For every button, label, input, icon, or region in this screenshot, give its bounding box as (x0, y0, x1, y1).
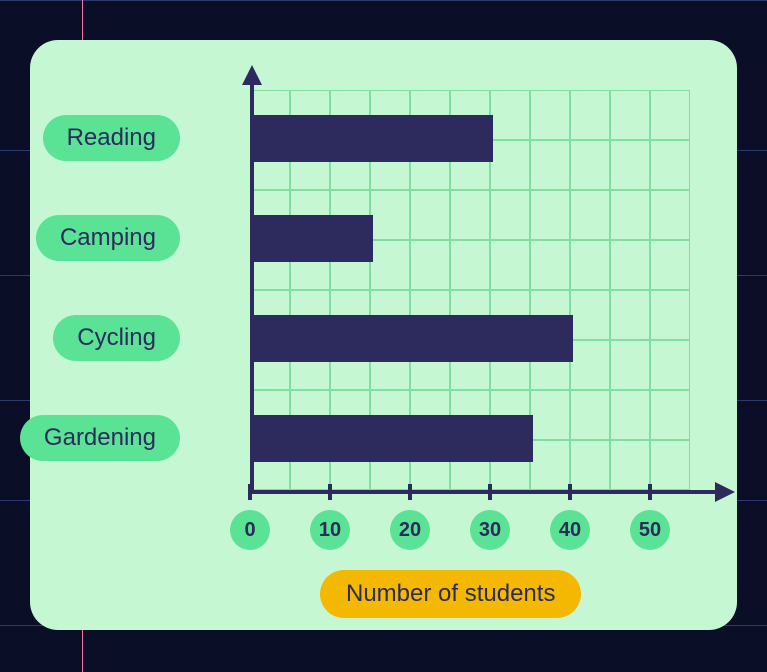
grid-cell (530, 390, 570, 440)
bar (253, 215, 373, 262)
x-tick-mark (488, 484, 492, 500)
grid-cell (450, 190, 490, 240)
grid-cell (650, 90, 690, 140)
grid-cell (570, 390, 610, 440)
x-tick-label: 50 (630, 510, 670, 550)
bar (253, 315, 573, 362)
grid-cell (530, 140, 570, 190)
x-tick-mark (248, 484, 252, 500)
grid-cell (530, 90, 570, 140)
grid-cell (450, 240, 490, 290)
x-tick-mark (568, 484, 572, 500)
grid-cell (410, 190, 450, 240)
grid-cell (650, 140, 690, 190)
grid-cell (370, 240, 410, 290)
chart-plot-area: 01020304050 (250, 90, 710, 490)
grid-cell (610, 90, 650, 140)
grid-cell (530, 190, 570, 240)
grid-cell (650, 390, 690, 440)
grid-cell (610, 340, 650, 390)
grid-cell (530, 240, 570, 290)
grid-cell (650, 340, 690, 390)
grid-cell (490, 190, 530, 240)
category-label-pill: Gardening (20, 415, 180, 461)
grid-cell (610, 390, 650, 440)
x-axis-arrow-icon (715, 482, 735, 502)
y-axis-arrow-icon (242, 65, 262, 85)
grid-cell (610, 140, 650, 190)
bg-horizontal-line (0, 0, 767, 1)
grid-cell (570, 90, 610, 140)
x-axis-title: Number of students (320, 570, 581, 618)
grid-cell (650, 440, 690, 490)
x-tick-label: 10 (310, 510, 350, 550)
grid-cell (410, 240, 450, 290)
category-label-pill: Cycling (53, 315, 180, 361)
grid-cell (570, 340, 610, 390)
grid-cell (610, 290, 650, 340)
grid-cell (570, 240, 610, 290)
x-tick-label: 40 (550, 510, 590, 550)
grid-cell (570, 290, 610, 340)
x-tick-label: 20 (390, 510, 430, 550)
grid-cell (650, 240, 690, 290)
grid-cell (650, 190, 690, 240)
x-tick-mark (408, 484, 412, 500)
grid-cell (610, 240, 650, 290)
x-tick-mark (648, 484, 652, 500)
grid-cell (490, 140, 530, 190)
bar (253, 415, 533, 462)
category-label-pill: Camping (36, 215, 180, 261)
grid-cell (570, 190, 610, 240)
category-label-pill: Reading (43, 115, 180, 161)
grid-cell (610, 440, 650, 490)
grid-cell (490, 90, 530, 140)
chart-card: 01020304050 ReadingCampingCyclingGardeni… (30, 40, 737, 630)
x-tick-label: 30 (470, 510, 510, 550)
grid-cell (650, 290, 690, 340)
grid-cell (530, 440, 570, 490)
grid-cell (490, 240, 530, 290)
x-tick-label: 0 (230, 510, 270, 550)
grid-cell (610, 190, 650, 240)
grid-cell (370, 190, 410, 240)
grid-cell (570, 440, 610, 490)
grid-cell (570, 140, 610, 190)
bar (253, 115, 493, 162)
x-tick-mark (328, 484, 332, 500)
